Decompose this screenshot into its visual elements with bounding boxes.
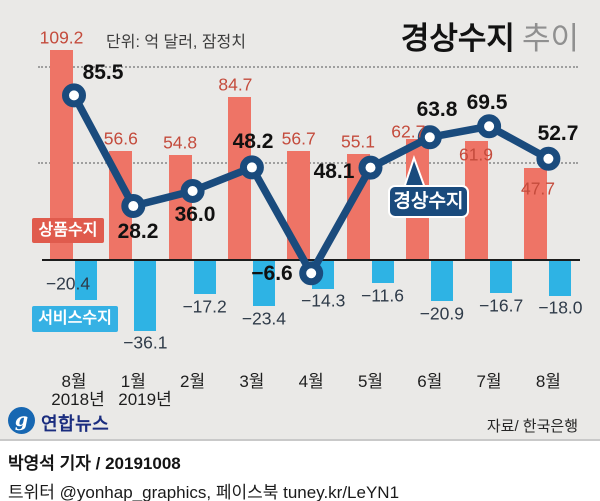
data-point-marker (477, 114, 502, 139)
current-value-label: 36.0 (174, 203, 216, 226)
services-value-label: −14.3 (301, 290, 346, 311)
year-label: 2019년 (118, 390, 172, 409)
title-sub: 추이 (521, 21, 579, 56)
month-label: 1월 (120, 372, 146, 391)
services-bar (252, 261, 275, 307)
month-label: 5월 (357, 372, 384, 391)
services-value-label: −20.4 (45, 273, 91, 294)
current-value-label: 85.5 (82, 61, 124, 84)
yonhap-logo-text: 연합뉴스 (41, 414, 110, 434)
services-bar (75, 261, 97, 301)
goods-bar (227, 96, 251, 261)
services-value-label: −20.9 (419, 303, 464, 324)
legend-goods-balance: 상품수지 (32, 218, 104, 243)
callout-pointer (402, 154, 427, 189)
data-point-marker (62, 83, 86, 108)
data-point-marker (180, 178, 205, 203)
goods-value-label: 54.8 (163, 132, 198, 153)
month-label: 8월 (535, 372, 561, 391)
unit-note: 단위: 억 달러, 잠정치 (106, 34, 246, 51)
data-point-marker (358, 155, 383, 180)
data-point-marker (121, 194, 146, 219)
chart-area: 109.2 56.6 54.8 84.7 56.7 55.1 62.7 61.9 47.7 −20… (0, 0, 600, 441)
goods-bar (524, 168, 548, 261)
social-links: 트위터 @yonhap_graphics, 페이스북 tuney.kr/LeYN… (8, 483, 400, 501)
goods-value-label: 84.7 (218, 74, 253, 95)
goods-value-label: 61.9 (458, 144, 494, 165)
services-bar (371, 261, 394, 284)
services-bar (490, 261, 513, 294)
month-label: 6월 (417, 372, 443, 391)
current-value-label: −6.6 (251, 262, 293, 285)
month-label: 4월 (298, 372, 324, 391)
services-value-label: −23.4 (241, 308, 287, 329)
current-value-label: 28.2 (117, 220, 159, 243)
byline-footer: 박영석 기자 / 20191008 트위터 @yonhap_graphics, … (0, 441, 600, 501)
title-main: 경상수지 (400, 21, 515, 56)
month-label: 2월 (180, 372, 206, 391)
services-value-label: −16.7 (478, 295, 524, 316)
current-account-line (70, 91, 553, 277)
current-value-label: 63.8 (416, 98, 458, 121)
services-bar (549, 261, 572, 296)
month-label: 8월 (61, 372, 87, 391)
reporter-byline: 박영석 기자 / 20191008 (8, 454, 181, 473)
current-value-label: 48.2 (232, 130, 274, 153)
goods-value-label: 56.6 (103, 128, 138, 149)
month-label: 7월 (476, 372, 502, 391)
legend-services-balance: 서비스수지 (32, 306, 118, 332)
legend-current-account-callout: 경상수지 (388, 185, 469, 218)
data-point-marker (299, 261, 324, 286)
current-value-label: 69.5 (466, 91, 508, 114)
services-value-label: −18.0 (538, 297, 583, 318)
goods-value-label: 109.2 (39, 27, 84, 48)
goods-value-label: 56.7 (281, 128, 316, 149)
services-value-label: −11.6 (361, 285, 404, 306)
services-value-label: −36.1 (123, 332, 168, 353)
data-point-marker (417, 125, 442, 150)
source-credit: 자료/ 한국은행 (486, 418, 578, 435)
goods-value-label: 47.7 (520, 178, 556, 199)
data-point-marker (536, 146, 561, 171)
month-label: 3월 (239, 372, 265, 391)
current-value-label: 52.7 (537, 122, 579, 145)
services-bar (134, 261, 157, 331)
data-point-marker (239, 155, 264, 180)
year-label: 2018년 (51, 390, 105, 409)
yonhap-logo-icon: g (8, 407, 35, 434)
services-bar (430, 261, 453, 302)
page-title: 경상수지 추이 (401, 13, 579, 58)
goods-value-label: 62.7 (391, 121, 426, 142)
gridline-100 (38, 66, 578, 68)
services-value-label: −17.2 (182, 296, 227, 317)
current-value-label: 48.1 (313, 160, 355, 183)
services-bar (193, 261, 216, 295)
zero-axis-line (42, 259, 580, 261)
goods-value-label: 55.1 (340, 131, 376, 152)
goods-bar (465, 140, 489, 261)
